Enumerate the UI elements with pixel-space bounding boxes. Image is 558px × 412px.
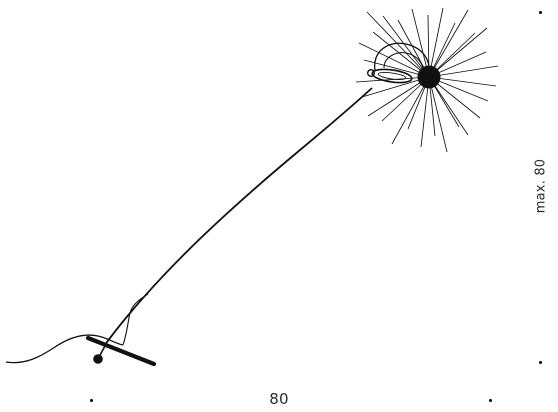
width-left-marker — [90, 399, 93, 402]
width-right-marker — [489, 399, 492, 402]
width-dimension-label: 80 — [269, 390, 289, 408]
lamp-rod — [103, 87, 373, 347]
height-bottom-marker — [539, 361, 542, 364]
cable-rise — [122, 293, 149, 346]
joint-clip-inner — [377, 71, 407, 81]
spark-spokes — [355, 7, 499, 153]
height-top-marker — [539, 11, 542, 14]
joint-pin — [367, 68, 376, 77]
base-stem — [97, 343, 107, 360]
wire-loop-inner — [383, 52, 424, 75]
power-cable — [5, 334, 124, 364]
joint-clip — [371, 68, 413, 84]
height-dimension-label: max. 80 — [533, 158, 549, 214]
lamp-base — [85, 335, 157, 367]
